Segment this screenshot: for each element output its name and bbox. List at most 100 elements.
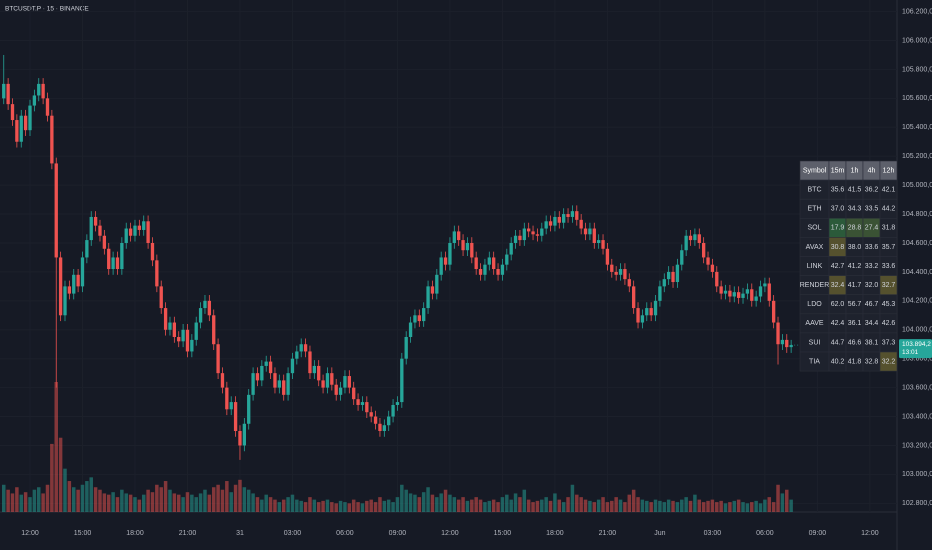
volume-bar	[102, 493, 107, 512]
volume-bar	[614, 497, 618, 512]
volume-bar	[321, 500, 325, 512]
table-cell-text: TIA	[809, 358, 820, 365]
volume-bar	[356, 502, 360, 512]
volume-bar	[264, 494, 268, 512]
candle-body	[150, 242, 155, 261]
candle-body	[553, 216, 557, 226]
candle-body	[120, 242, 124, 270]
candle-body	[391, 404, 395, 417]
volume-bar	[715, 502, 719, 512]
candle-body	[124, 228, 128, 243]
candle-body	[89, 216, 93, 241]
candle-body	[190, 339, 194, 352]
volume-bar	[754, 500, 758, 512]
volume-bar	[680, 499, 684, 512]
table-cell-text: 35.7	[882, 244, 896, 251]
candle-body	[37, 83, 41, 96]
volume-bar	[548, 500, 553, 512]
candle-body	[247, 394, 251, 424]
volume-bar	[141, 494, 146, 512]
volume-bar	[706, 500, 710, 512]
volume-bar	[325, 499, 330, 512]
candle-body	[334, 384, 338, 395]
y-tick-label: 105.800,0	[902, 66, 932, 73]
candle-body	[308, 351, 312, 374]
table-cell-text: 36.1	[848, 320, 862, 327]
candle-body	[404, 336, 408, 359]
x-tick-label: 12:00	[441, 530, 459, 537]
volume-bar	[566, 497, 570, 512]
volume-bar	[382, 500, 387, 512]
candle-body	[470, 242, 474, 258]
volume-bar	[36, 487, 41, 512]
volume-bar	[540, 499, 544, 512]
volume-bar	[693, 494, 697, 512]
candle-body	[448, 242, 452, 265]
candle-body	[286, 373, 290, 395]
candle-body	[601, 240, 605, 249]
volume-bar	[233, 484, 238, 512]
volume-bar	[675, 502, 680, 512]
candle-body	[325, 373, 330, 388]
volume-bar	[592, 502, 597, 512]
y-tick-label: 102.800,0	[902, 500, 932, 507]
candle-body	[785, 339, 789, 348]
volume-bar	[268, 497, 273, 512]
table-cell-text: 38.1	[865, 339, 879, 346]
volume-bar	[561, 502, 566, 512]
candle-body	[592, 228, 596, 243]
volume-bar	[601, 497, 605, 512]
candle-body	[260, 365, 264, 381]
table-cell-text: 42.4	[831, 320, 845, 327]
table-cell-text: SUI	[809, 339, 821, 346]
volume-bar	[255, 497, 260, 512]
volume-bar	[216, 484, 220, 512]
volume-bar	[758, 503, 763, 512]
volume-bar	[435, 497, 439, 512]
candle-body	[198, 308, 203, 323]
candle-body	[146, 221, 150, 243]
volume-bar	[618, 499, 623, 512]
table-cell-text: 17.9	[831, 225, 845, 232]
volume-bar	[369, 499, 373, 512]
volume-bar	[347, 503, 352, 512]
volume-bar	[146, 489, 150, 512]
volume-bar	[386, 499, 391, 512]
volume-bar	[465, 500, 470, 512]
table-cell-text: ETH	[808, 206, 822, 213]
y-tick-label: 104.800,0	[902, 211, 932, 218]
table-cell-text: 33.6	[882, 263, 896, 270]
candle-body	[277, 380, 281, 388]
candle-body	[736, 292, 741, 298]
volume-bar	[334, 503, 338, 512]
volume-bar	[688, 500, 693, 512]
candle-body	[675, 264, 680, 283]
indicator-table: Symbol 15m 1h 4h 12h BTC 35.6 41.5 36.2 42.1 ETH 37…	[799, 160, 898, 372]
volume-bar	[207, 494, 212, 512]
candle-body	[496, 269, 500, 275]
volume-bar	[295, 499, 299, 512]
volume-bar	[45, 484, 50, 512]
candle-body	[754, 296, 758, 301]
volume-bar	[461, 497, 465, 512]
candle-body	[776, 322, 780, 345]
volume-bar	[163, 481, 168, 512]
candle-body	[513, 235, 518, 243]
volume-bar	[701, 502, 706, 512]
volume-bar	[111, 492, 115, 512]
candle-body	[763, 283, 767, 287]
table-cell-text: 32.7	[882, 282, 896, 289]
volume-bar	[32, 489, 37, 512]
x-tick-label: 21:00	[599, 530, 617, 537]
table-cell-text: 36.2	[865, 186, 879, 193]
candle-body	[54, 163, 58, 258]
candle-body	[312, 365, 316, 374]
volume-bar	[417, 497, 422, 512]
candle-body	[570, 211, 575, 217]
volume-bar	[623, 502, 627, 512]
volume-bar	[408, 493, 413, 512]
table-header: 12h	[883, 167, 895, 174]
candle-body	[45, 98, 50, 116]
candle-body	[203, 300, 207, 309]
candle-body	[159, 286, 163, 309]
